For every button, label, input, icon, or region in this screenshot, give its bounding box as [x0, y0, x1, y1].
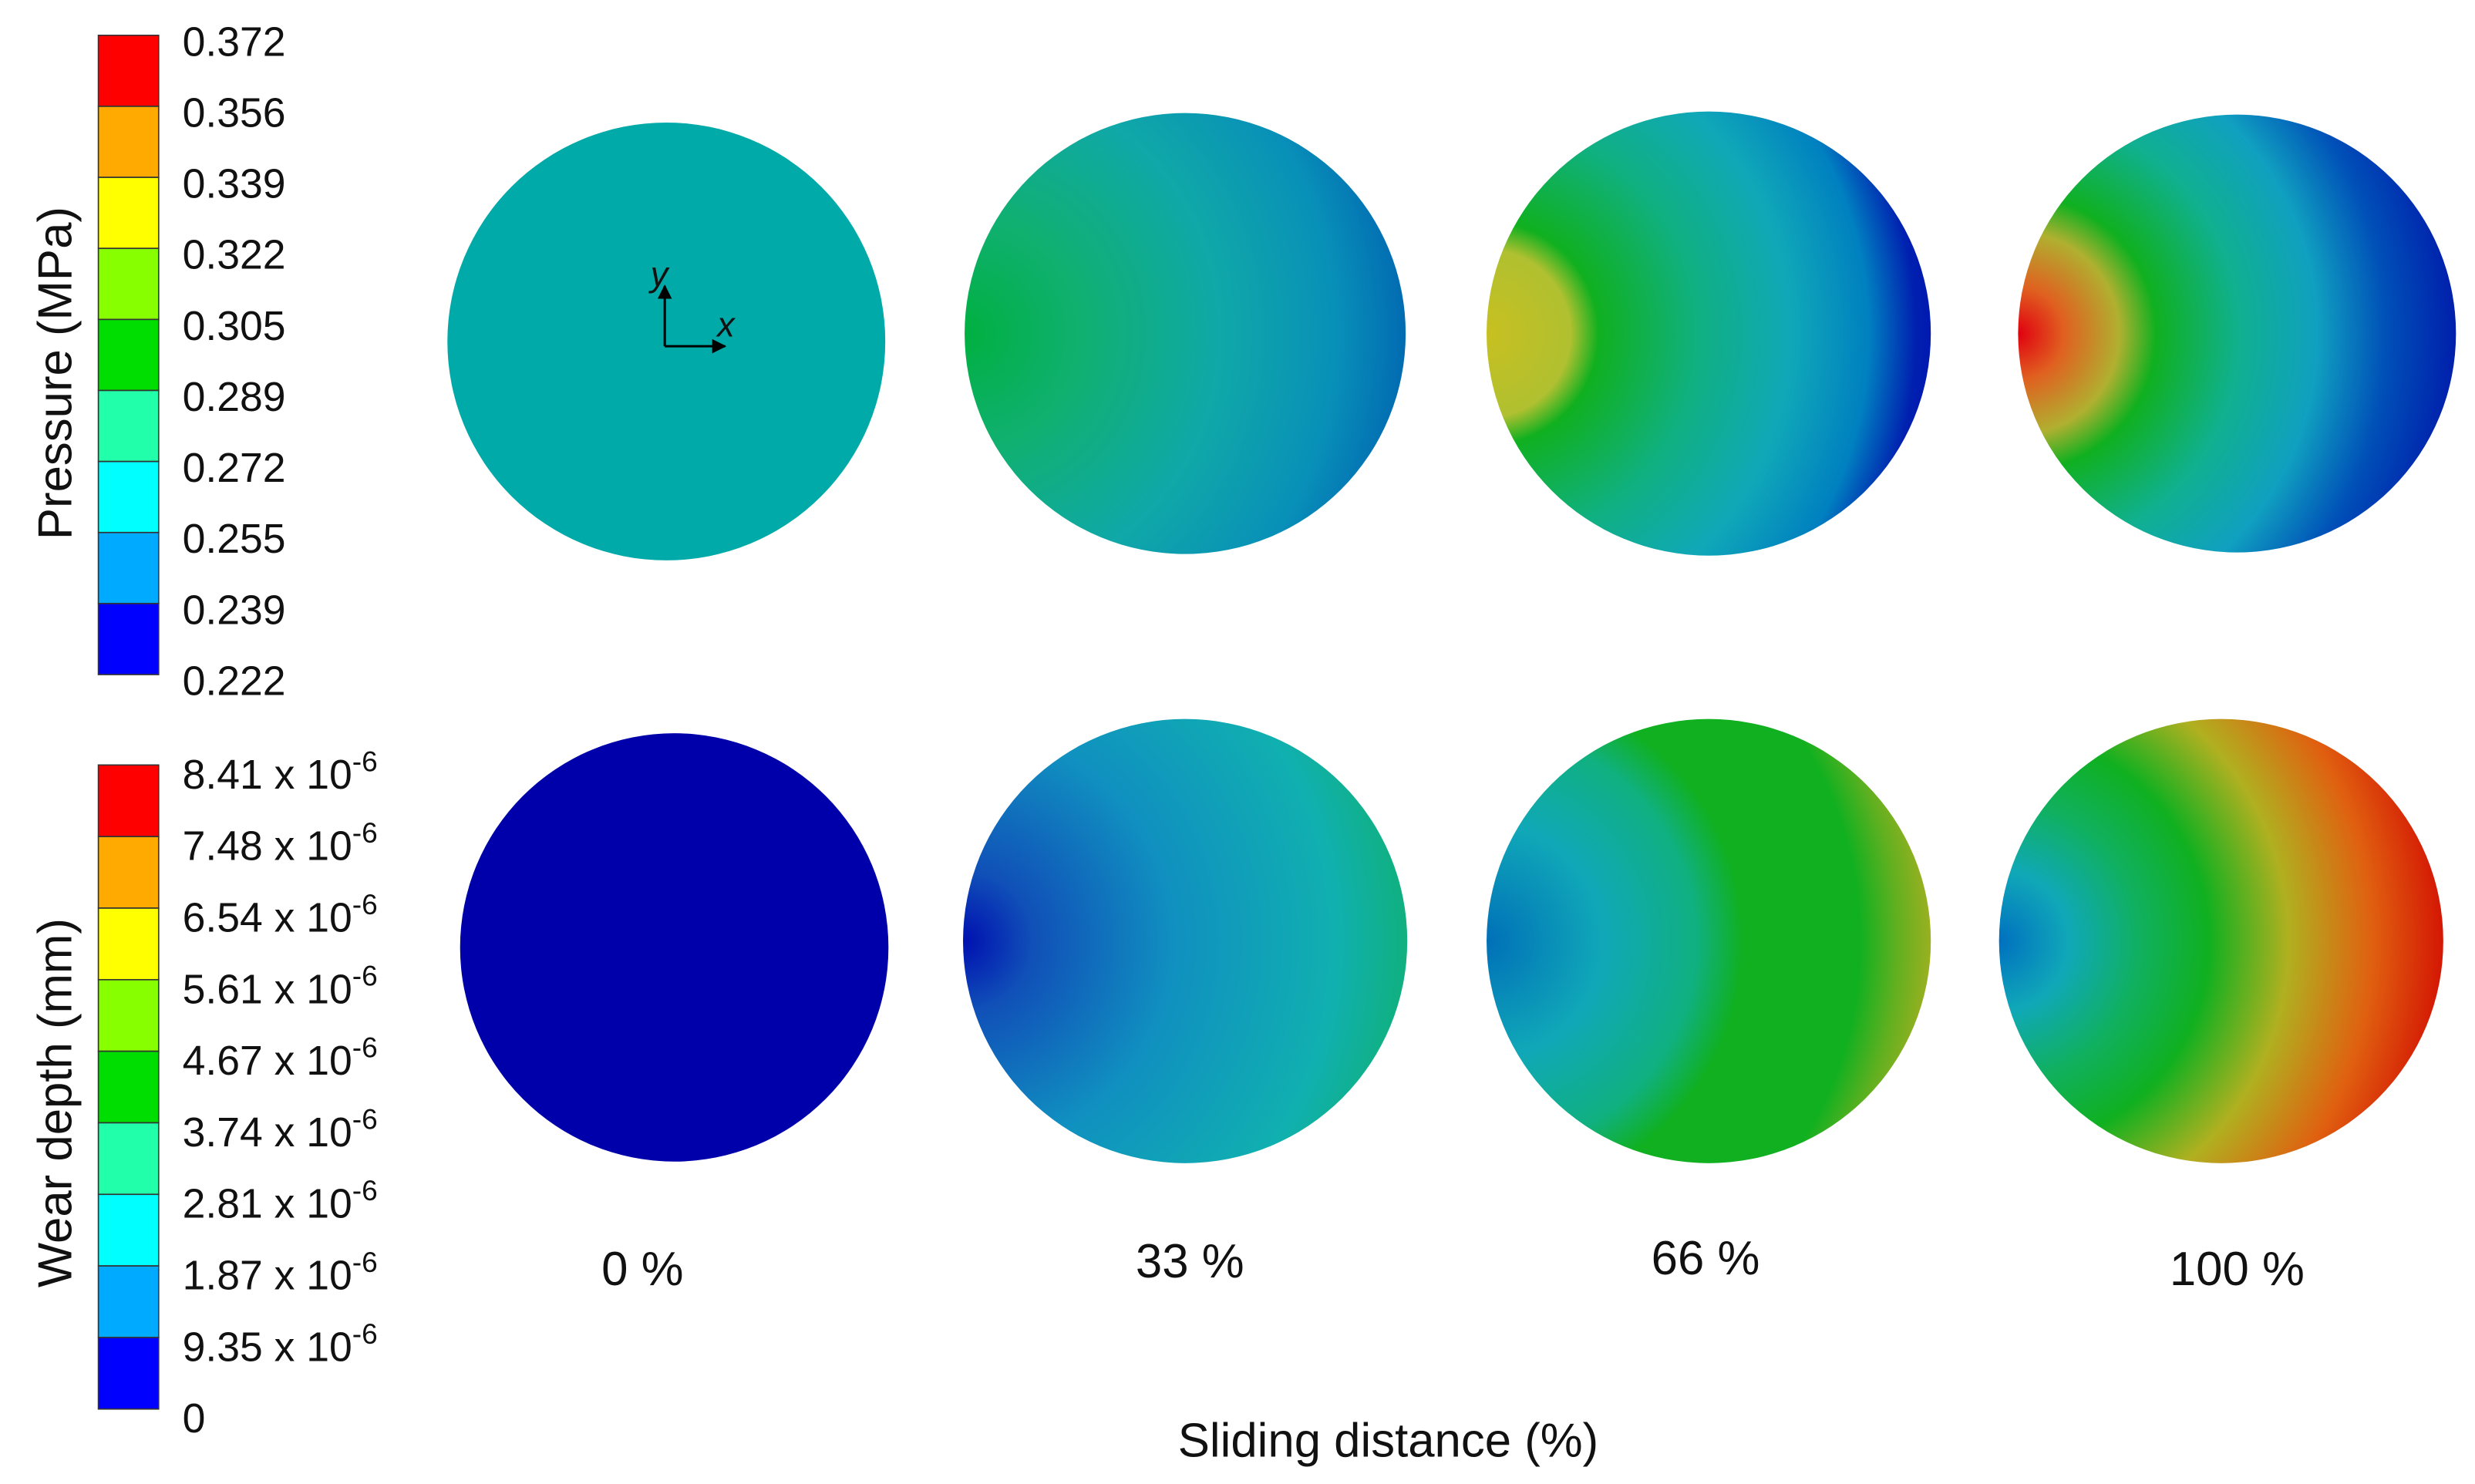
column-label: 100 % [2170, 1243, 2305, 1296]
axes-glyph: y x [648, 254, 736, 354]
legend-swatch [97, 1337, 160, 1410]
legend-swatch [97, 318, 160, 392]
legend-label-exponent: -6 [352, 1317, 378, 1350]
legend-label: 9.35 x 10-6 [183, 1317, 378, 1371]
wear-field [1999, 718, 2443, 1163]
legend-label-text: 4.67 x 10 [183, 1038, 352, 1084]
legend-label: 8.41 x 10-6 [183, 745, 378, 798]
y-glyph: y [648, 254, 670, 294]
legend-label-exponent: -6 [352, 960, 378, 992]
legend-label-exponent: -6 [352, 888, 378, 920]
x-axis-label: Sliding distance (%) [1178, 1414, 1598, 1467]
legend-label-text: 5.61 x 10 [183, 967, 352, 1012]
legend-swatch [97, 531, 160, 604]
pressure-field [2018, 114, 2456, 553]
legend-label-text: 7.48 x 10 [183, 824, 352, 870]
legend-label-exponent: -6 [352, 1246, 378, 1278]
legend-label: 0.289 [183, 375, 286, 420]
legend-swatch [97, 907, 160, 981]
legend-label: 0.222 [183, 659, 286, 705]
legend-label-text: 0 [183, 1396, 206, 1442]
legend-label: 0.372 [183, 19, 286, 65]
legend-swatch [97, 106, 160, 178]
legend-label: 4.67 x 10-6 [183, 1031, 378, 1084]
legend-label: 0 [183, 1396, 206, 1442]
legend-swatch [97, 247, 160, 321]
legend-label-exponent: -6 [352, 1031, 378, 1063]
wear-field [963, 718, 1408, 1163]
legend-label-exponent: -6 [352, 816, 378, 849]
legend-swatch [97, 460, 160, 533]
pressure-field [447, 122, 886, 560]
legend-label: 6.54 x 10-6 [183, 888, 378, 941]
legend-swatch [97, 1122, 160, 1196]
legend-label: 2.81 x 10-6 [183, 1174, 378, 1227]
legend-label-exponent: -6 [352, 745, 378, 777]
legend-swatch [97, 389, 160, 463]
legend-label: 1.87 x 10-6 [183, 1246, 378, 1299]
column-label: 0 % [601, 1243, 683, 1296]
legend-label-text: 8.41 x 10 [183, 752, 352, 798]
legend-label: 5.61 x 10-6 [183, 960, 378, 1013]
legend-label: 0.322 [183, 233, 286, 278]
legend-label: 0.339 [183, 162, 286, 207]
legend-label: 7.48 x 10-6 [183, 816, 378, 870]
legend-label: 0.255 [183, 517, 286, 562]
pressure-field [1487, 111, 1931, 556]
wear-field [1487, 718, 1931, 1163]
legend-swatch [97, 34, 160, 107]
legend-swatch [97, 836, 160, 909]
pressure-field [965, 113, 1406, 554]
legend-swatch [97, 1050, 160, 1124]
legend-label-text: 9.35 x 10 [183, 1325, 352, 1371]
legend-swatch [97, 978, 160, 1052]
wear-field [460, 733, 889, 1162]
legend-label: 0.272 [183, 446, 286, 491]
wear-title: Wear depth (mm) [29, 918, 82, 1287]
legend-swatch [97, 603, 160, 675]
x-glyph: x [716, 305, 736, 345]
legend-label-text: 2.81 x 10 [183, 1182, 352, 1227]
legend-label-text: 3.74 x 10 [183, 1110, 352, 1156]
legend-label-exponent: -6 [352, 1102, 378, 1135]
legend-swatch [97, 764, 160, 837]
column-label: 66 % [1652, 1232, 1760, 1285]
legend-swatch [97, 1193, 160, 1267]
pressure-title: Pressure (MPa) [29, 207, 82, 540]
legend-label: 0.305 [183, 304, 286, 349]
legend-label-text: 6.54 x 10 [183, 896, 352, 941]
legend-label-exponent: -6 [352, 1174, 378, 1206]
legend-label: 3.74 x 10-6 [183, 1102, 378, 1156]
legend-swatch [97, 1265, 160, 1338]
legend-swatch [97, 177, 160, 250]
column-label: 33 % [1136, 1235, 1244, 1288]
legend-label: 0.239 [183, 587, 286, 633]
legend-label: 0.356 [183, 90, 286, 136]
legend-label-text: 1.87 x 10 [183, 1253, 352, 1299]
